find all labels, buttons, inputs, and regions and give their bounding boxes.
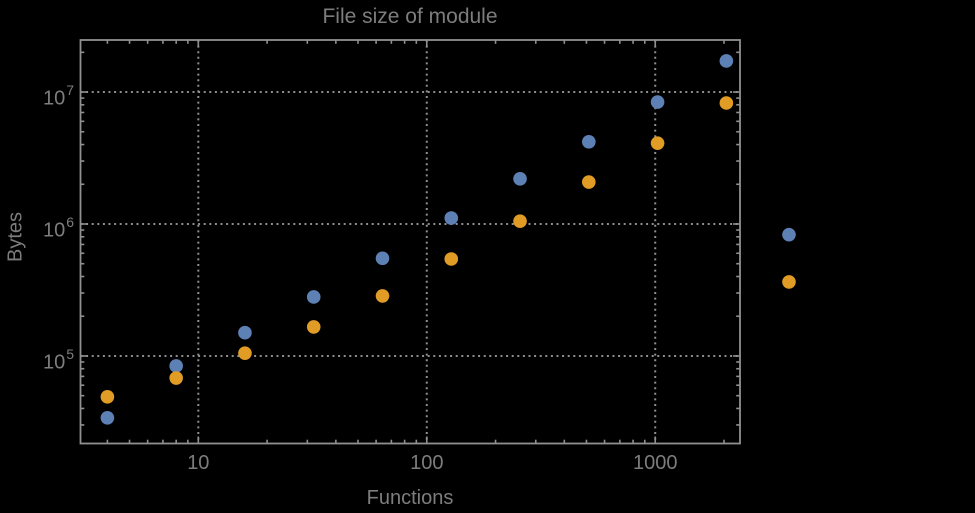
data-point-series-orange [306, 320, 321, 334]
data-point-series-orange [169, 371, 183, 385]
data-point-series-orange [513, 214, 527, 229]
x-tick-label: 10 [187, 452, 210, 474]
data-point-series-blue [375, 251, 390, 266]
data-point-series-orange [238, 346, 252, 360]
data-point-series-orange [719, 96, 734, 110]
data-point-series-orange [782, 275, 796, 289]
y-tick-exponent: 6 [66, 213, 74, 230]
x-tick-label: 100 [410, 452, 444, 474]
data-point-series-blue [100, 410, 115, 425]
data-point-series-blue [444, 211, 459, 225]
y-tick-label: 107 [42, 82, 74, 110]
data-point-series-orange [650, 136, 665, 150]
data-point-series-orange [582, 175, 596, 189]
data-point-series-blue [306, 290, 321, 304]
y-tick-label: 105 [42, 345, 74, 374]
y-tick-exponent: 7 [66, 82, 74, 99]
data-point-series-orange [375, 289, 390, 303]
data-point-series-blue [719, 54, 734, 68]
x-axis-label: Functions [366, 487, 454, 509]
data-point-series-orange [100, 390, 115, 404]
data-point-series-blue [782, 227, 796, 242]
data-point-series-blue [169, 359, 183, 373]
data-point-series-orange [444, 252, 459, 266]
x-tick-label: 1000 [632, 452, 678, 474]
y-tick-exponent: 5 [66, 345, 74, 362]
data-point-series-blue [238, 325, 252, 340]
plot-frame [79, 39, 741, 445]
chart-title: File size of module [322, 5, 498, 28]
data-point-series-blue [513, 172, 527, 186]
y-tick-label: 106 [42, 213, 74, 242]
data-point-series-blue [582, 134, 596, 149]
data-point-series-blue [650, 95, 665, 109]
